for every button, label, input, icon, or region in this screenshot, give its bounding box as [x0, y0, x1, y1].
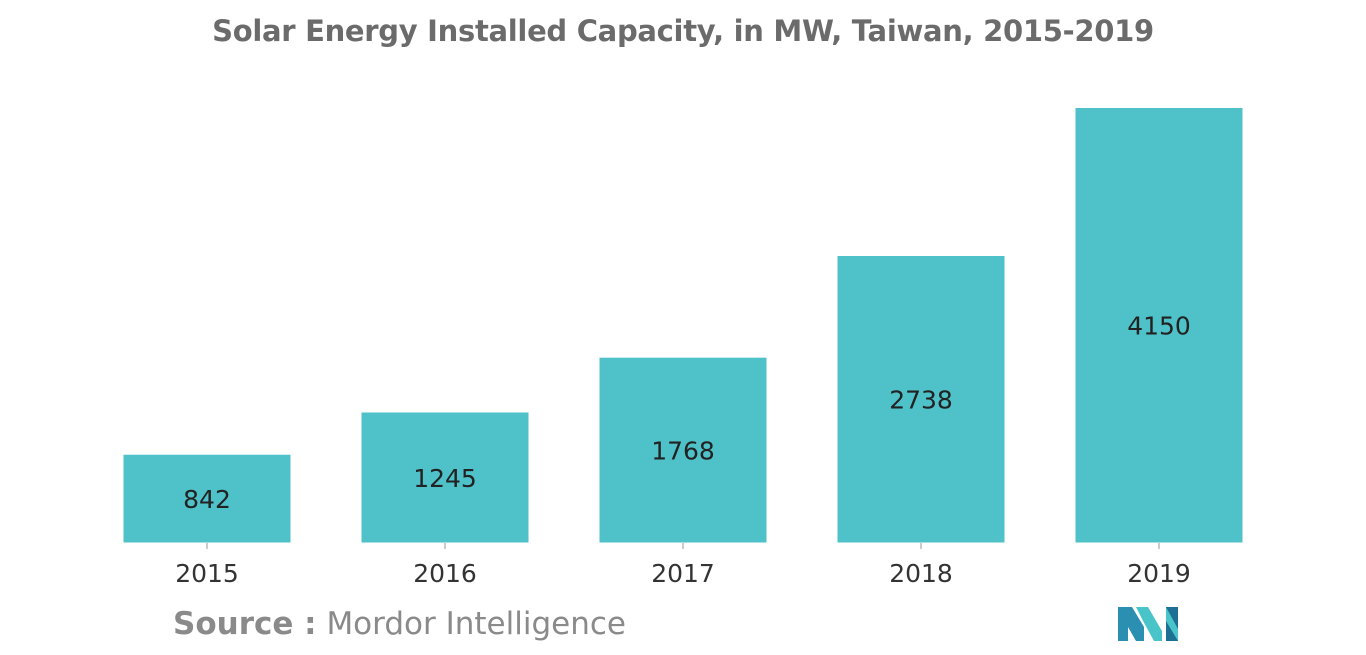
source-label: Source : [173, 606, 317, 642]
bar-chart: 842 1245 1768 2738 4150 2015 2016 2017 2018 2019 [123, 108, 1243, 588]
bar-2019 [1075, 108, 1243, 543]
source-note: Source : Mordor Intelligence [173, 606, 626, 642]
x-tick-label-2015: 2015 [175, 559, 239, 588]
bar-2018 [837, 256, 1005, 543]
value-labels-group: 842 1245 1768 2738 4150 [183, 312, 1191, 514]
x-ticks-group [206, 543, 1160, 549]
value-label-2019: 4150 [1127, 312, 1191, 341]
chart-title: Solar Energy Installed Capacity, in MW, … [212, 14, 1154, 48]
bars-group [123, 108, 1243, 543]
mordor-intelligence-logo-icon [1118, 607, 1178, 641]
x-tick-labels-group: 2015 2016 2017 2018 2019 [175, 559, 1191, 588]
value-label-2018: 2738 [889, 386, 953, 415]
x-tick-label-2016: 2016 [413, 559, 477, 588]
value-label-2016: 1245 [413, 464, 477, 493]
source-text: Mordor Intelligence [326, 606, 626, 642]
logo-shape-right-accent [1166, 607, 1178, 641]
x-tick-label-2019: 2019 [1127, 559, 1191, 588]
logo-shape-mid [1136, 607, 1162, 641]
bar-2015 [123, 454, 291, 543]
logo-shape-left [1118, 607, 1144, 641]
bar-2017 [599, 357, 767, 543]
value-label-2015: 842 [183, 485, 231, 514]
value-label-2017: 1768 [651, 436, 715, 465]
x-tick-label-2018: 2018 [889, 559, 953, 588]
x-tick-label-2017: 2017 [651, 559, 715, 588]
bar-2016 [361, 412, 529, 543]
